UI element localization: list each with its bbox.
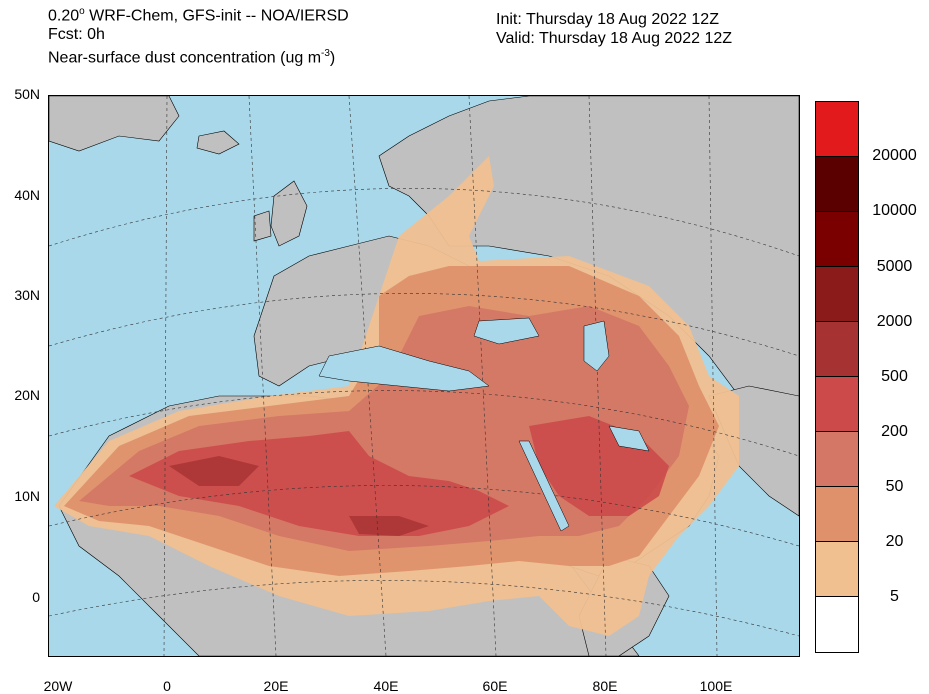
ireland-land [253, 210, 272, 242]
lat-label-30n: 30N [14, 287, 40, 303]
legend-label-20: 20 [885, 533, 904, 550]
iceland-land [196, 130, 240, 155]
lat-label-10n: 10N [14, 488, 40, 504]
legend-swatch-7 [816, 432, 858, 487]
legend-swatch-9 [816, 542, 858, 597]
legend-swatch-2 [816, 157, 858, 212]
legend-label-5000: 5000 [876, 258, 913, 275]
legend-swatch-8 [816, 487, 858, 542]
legend-label-2000: 2000 [876, 313, 913, 330]
lon-label-40e: 40E [373, 678, 399, 694]
dust-map [48, 95, 800, 657]
water-layer [318, 317, 650, 532]
graticule [49, 96, 799, 656]
caspian-sea [583, 320, 610, 372]
legend-swatch-10 [816, 597, 858, 652]
lat-label-50n: 50N [14, 86, 40, 102]
legend-label-20000: 20000 [872, 147, 917, 164]
lat-label-40n: 40N [14, 187, 40, 203]
mediterranean-sea [318, 345, 490, 392]
variable-title: Near-surface dust concentration (ug m-3) [48, 48, 336, 67]
lat-label-20n: 20N [14, 387, 40, 403]
legend-label-200: 200 [881, 423, 908, 440]
lat-line-20n [49, 390, 799, 457]
persian-gulf [608, 425, 650, 452]
legend-swatch-5 [816, 322, 858, 377]
lon-label-100e: 100E [699, 678, 733, 694]
map-title-block: 0.20o WRF-Chem, GFS-init -- NOA/IERSD Fc… [48, 2, 349, 68]
dust-band-500-sahel [349, 516, 429, 536]
legend-label-5: 5 [890, 588, 899, 605]
lat-label-0: 0 [32, 589, 40, 605]
init-time: Init: Thursday 18 Aug 2022 12Z [496, 11, 719, 28]
legend-label-50: 50 [885, 478, 904, 495]
black-sea [473, 317, 540, 345]
lat-line-10n [49, 485, 799, 547]
lat-line-30n [49, 293, 799, 357]
legend-label-500: 500 [881, 368, 908, 385]
lon-label-60e: 60E [482, 678, 508, 694]
dust-band-500 [169, 456, 259, 486]
time-info: Init: Thursday 18 Aug 2022 12Z Valid: Th… [496, 10, 732, 48]
valid-time: Valid: Thursday 18 Aug 2022 12Z [496, 30, 733, 47]
legend-label-10000: 10000 [872, 202, 917, 219]
model-title: 0.20o WRF-Chem, GFS-init -- NOA/IERSD [48, 6, 349, 25]
lon-label-20e: 20E [263, 678, 289, 694]
red-sea [518, 440, 570, 532]
lon-label-0: 0 [163, 678, 171, 694]
map-canvas [49, 96, 799, 656]
greenland-land [49, 96, 180, 152]
lon-label-80e: 80E [592, 678, 618, 694]
legend-swatch-6 [816, 377, 858, 432]
legend-swatch-3 [816, 212, 858, 267]
british-isles-land [270, 180, 308, 247]
lat-line-0 [49, 580, 799, 637]
lon-label-20w: 20W [43, 678, 73, 694]
colorbar-legend [815, 101, 859, 653]
forecast-hour: Fcst: 0h [48, 26, 105, 44]
legend-swatch-4 [816, 267, 858, 322]
legend-swatch-1 [816, 102, 858, 157]
